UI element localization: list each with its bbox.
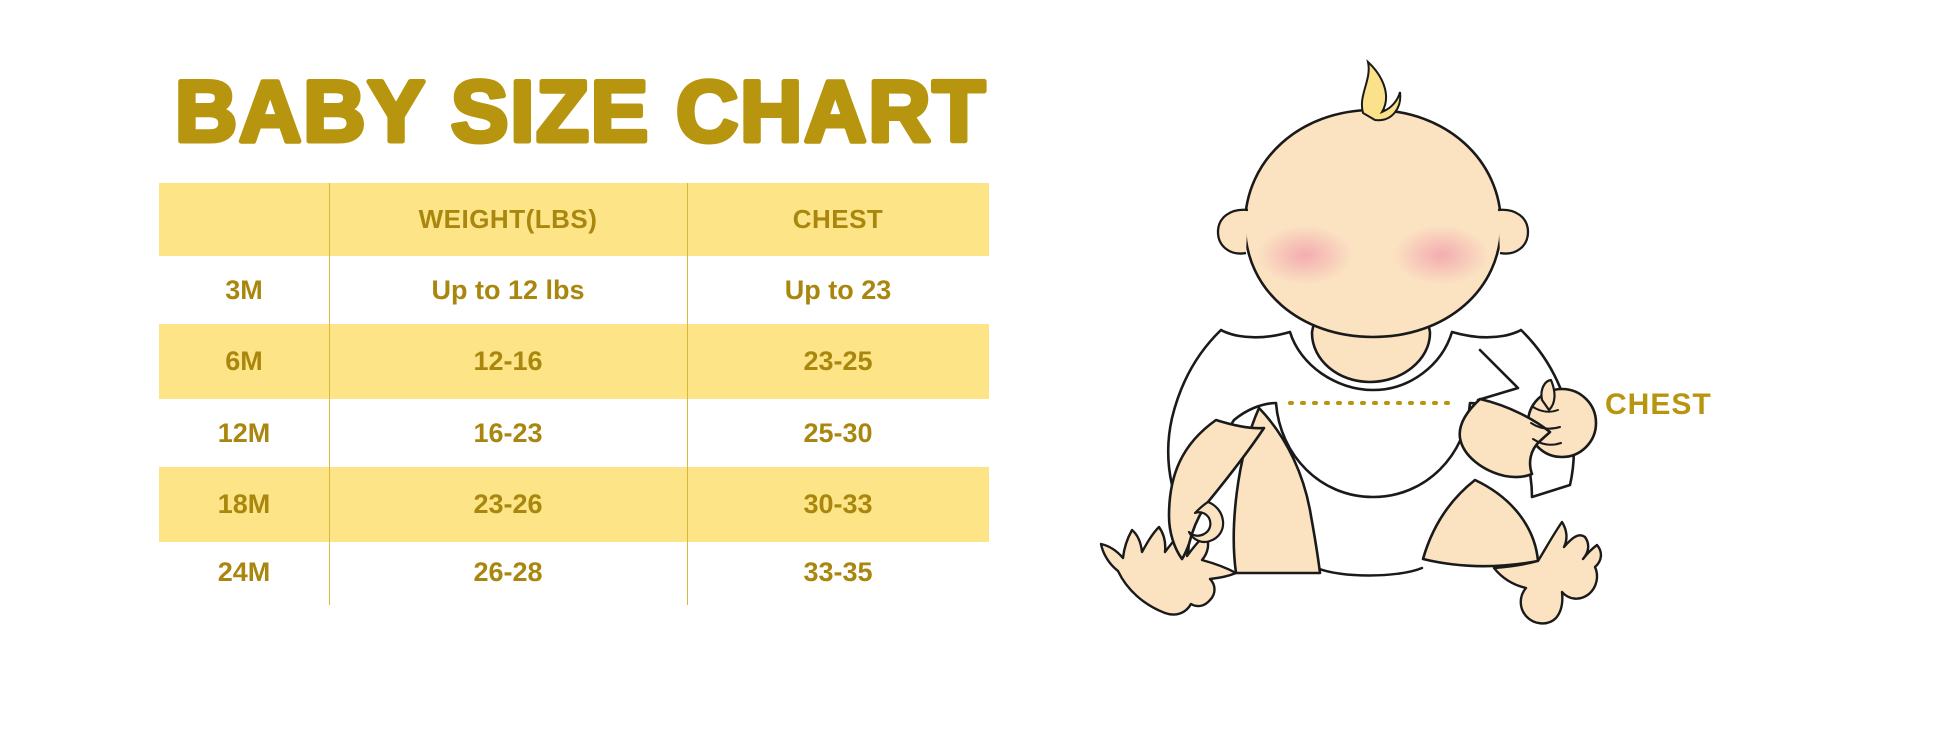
svg-text:CHEST: CHEST (1605, 388, 1712, 421)
